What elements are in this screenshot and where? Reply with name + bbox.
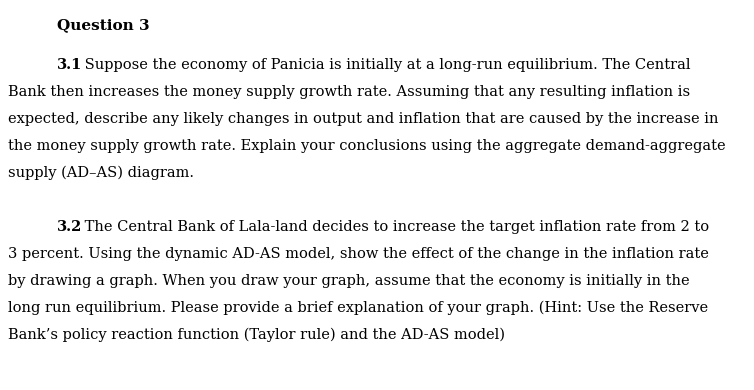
Text: The Central Bank of Lala-land decides to increase the target inflation rate from: The Central Bank of Lala-land decides to… (80, 220, 709, 234)
Text: Question 3: Question 3 (57, 18, 149, 32)
Text: long run equilibrium. Please provide a brief explanation of your graph. (Hint: U: long run equilibrium. Please provide a b… (8, 301, 708, 316)
Text: 3.1: 3.1 (57, 58, 82, 72)
Text: Suppose the economy of Panicia is initially at a long-run equilibrium. The Centr: Suppose the economy of Panicia is initia… (80, 58, 691, 72)
Text: expected, describe any likely changes in output and inflation that are caused by: expected, describe any likely changes in… (8, 112, 719, 126)
Text: Bank’s policy reaction function (Taylor rule) and the AD-AS model): Bank’s policy reaction function (Taylor … (8, 328, 505, 342)
Text: the money supply growth rate. Explain your conclusions using the aggregate deman: the money supply growth rate. Explain yo… (8, 139, 725, 153)
Text: 3 percent. Using the dynamic AD-AS model, show the effect of the change in the i: 3 percent. Using the dynamic AD-AS model… (8, 247, 709, 261)
Text: by drawing a graph. When you draw your graph, assume that the economy is initial: by drawing a graph. When you draw your g… (8, 274, 690, 288)
Text: 3.2: 3.2 (57, 220, 82, 234)
Text: Bank then increases the money supply growth rate. Assuming that any resulting in: Bank then increases the money supply gro… (8, 85, 690, 99)
Text: supply (AD–AS) diagram.: supply (AD–AS) diagram. (8, 166, 194, 181)
